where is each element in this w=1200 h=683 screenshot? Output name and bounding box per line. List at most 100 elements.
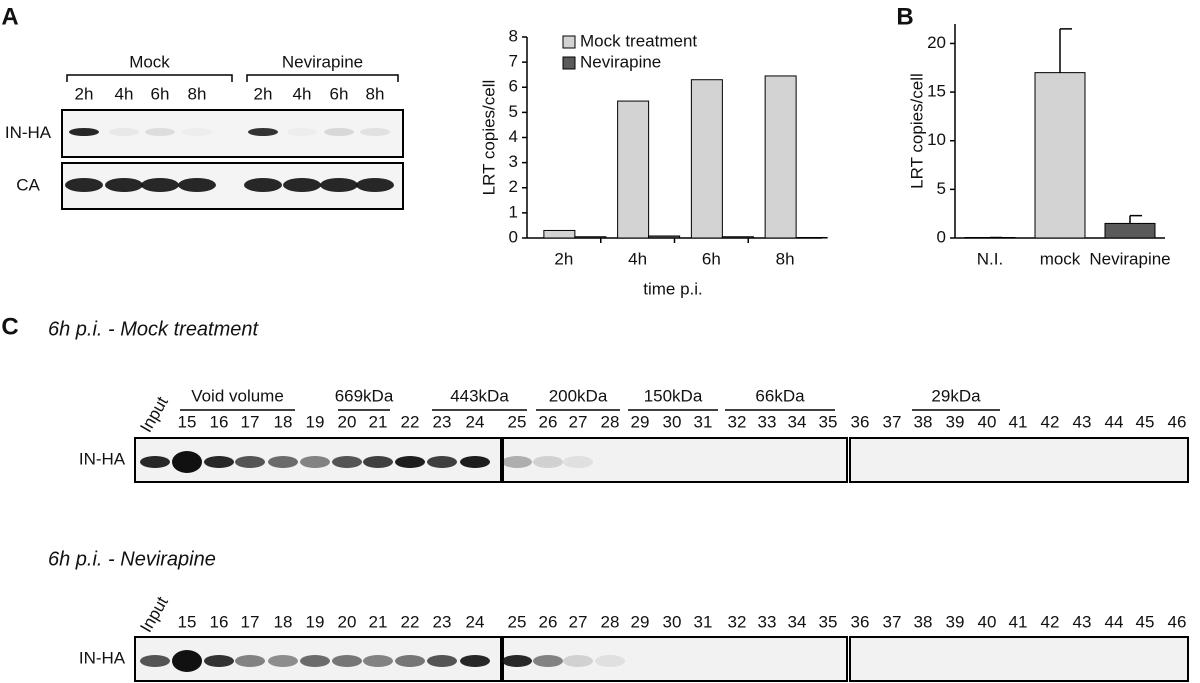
lane-label: 16 — [210, 612, 229, 631]
bar — [795, 236, 828, 239]
lane-label: 33 — [758, 612, 777, 631]
band — [268, 456, 298, 468]
lane-label: 15 — [178, 612, 197, 631]
lane-label: 34 — [788, 612, 807, 631]
lane-label: 34 — [788, 412, 807, 431]
band — [65, 178, 103, 192]
band — [283, 178, 321, 192]
y-tick-label: 10 — [927, 130, 946, 149]
blot-title: 6h p.i. - Mock treatment — [48, 318, 260, 340]
lane-label: 22 — [401, 612, 420, 631]
band — [140, 456, 170, 468]
lane-label: 46 — [1168, 412, 1187, 431]
lane-label: 40 — [978, 412, 997, 431]
blot — [849, 437, 1189, 483]
band — [360, 128, 390, 136]
lane-label: 35 — [819, 412, 838, 431]
band — [248, 128, 278, 136]
panel-label: A — [1, 3, 18, 30]
band — [204, 655, 234, 667]
lane-label: 21 — [369, 412, 388, 431]
lane-label: 20 — [338, 412, 357, 431]
band — [182, 128, 212, 136]
band — [178, 178, 216, 192]
legend-label: Mock treatment — [580, 31, 697, 50]
lane-label: 8h — [366, 84, 385, 103]
y-tick-label: 15 — [927, 82, 946, 101]
lane-label: 22 — [401, 412, 420, 431]
lane-label: 38 — [914, 412, 933, 431]
band — [140, 655, 170, 667]
bar — [764, 75, 797, 239]
size-marker: 669kDa — [335, 386, 394, 405]
lane-label: 43 — [1073, 612, 1092, 631]
band — [427, 456, 457, 468]
y-axis-label: LRT copies/cell — [907, 73, 926, 189]
lane-label: 30 — [663, 612, 682, 631]
x-tick-label: mock — [1040, 249, 1081, 268]
band — [563, 456, 593, 468]
bar — [574, 236, 607, 239]
band — [363, 655, 393, 667]
lane-label: 27 — [569, 612, 588, 631]
band — [287, 128, 317, 136]
lane-label: 19 — [306, 612, 325, 631]
band — [204, 456, 234, 468]
y-tick-label: 3 — [509, 152, 518, 171]
y-tick-label: 20 — [927, 33, 946, 52]
lane-label: 8h — [188, 84, 207, 103]
band — [172, 650, 202, 672]
lane-label: 23 — [433, 612, 452, 631]
lane-label: 44 — [1105, 412, 1124, 431]
band — [235, 456, 265, 468]
band — [395, 655, 425, 667]
legend-swatch — [562, 35, 576, 49]
row-label: IN-HA — [5, 123, 52, 142]
lane-label: 46 — [1168, 612, 1187, 631]
bar — [617, 100, 650, 239]
band — [69, 128, 99, 136]
bracket — [66, 74, 233, 82]
group-label: Mock — [129, 52, 170, 71]
bar — [648, 235, 681, 239]
lane-label: 25 — [508, 612, 527, 631]
y-tick-label: 7 — [509, 52, 518, 71]
bar — [1034, 72, 1086, 239]
row-label: IN-HA — [79, 648, 126, 667]
lane-label: 17 — [241, 412, 260, 431]
band — [268, 655, 298, 667]
band — [320, 178, 358, 192]
band — [395, 456, 425, 468]
bracket — [246, 74, 399, 82]
lane-label: 6h — [151, 84, 170, 103]
band — [324, 128, 354, 136]
lane-label: 19 — [306, 412, 325, 431]
lane-label: 37 — [883, 412, 902, 431]
lane-label: 37 — [883, 612, 902, 631]
lane-label: 28 — [601, 412, 620, 431]
band — [563, 655, 593, 667]
panel-label: B — [896, 3, 913, 30]
y-tick-label: 2 — [509, 177, 518, 196]
lane-label: 17 — [241, 612, 260, 631]
lane-label: 45 — [1136, 412, 1155, 431]
x-tick-label: 4h — [628, 249, 647, 268]
band — [172, 451, 202, 473]
band — [332, 456, 362, 468]
band — [244, 178, 282, 192]
blot-title: 6h p.i. - Nevirapine — [48, 548, 216, 570]
y-tick-label: 1 — [509, 202, 518, 221]
lane-label: 2h — [254, 84, 273, 103]
lane-label: 6h — [330, 84, 349, 103]
blot — [849, 636, 1189, 682]
band — [141, 178, 179, 192]
y-axis-label: LRT copies/cell — [479, 80, 498, 196]
y-tick-label: 5 — [509, 102, 518, 121]
lane-label: 29 — [631, 412, 650, 431]
lane-label: 4h — [293, 84, 312, 103]
bar — [1104, 222, 1156, 239]
lane-label: 41 — [1009, 412, 1028, 431]
blot — [502, 437, 848, 483]
lane-label: 23 — [433, 412, 452, 431]
band — [460, 456, 490, 468]
